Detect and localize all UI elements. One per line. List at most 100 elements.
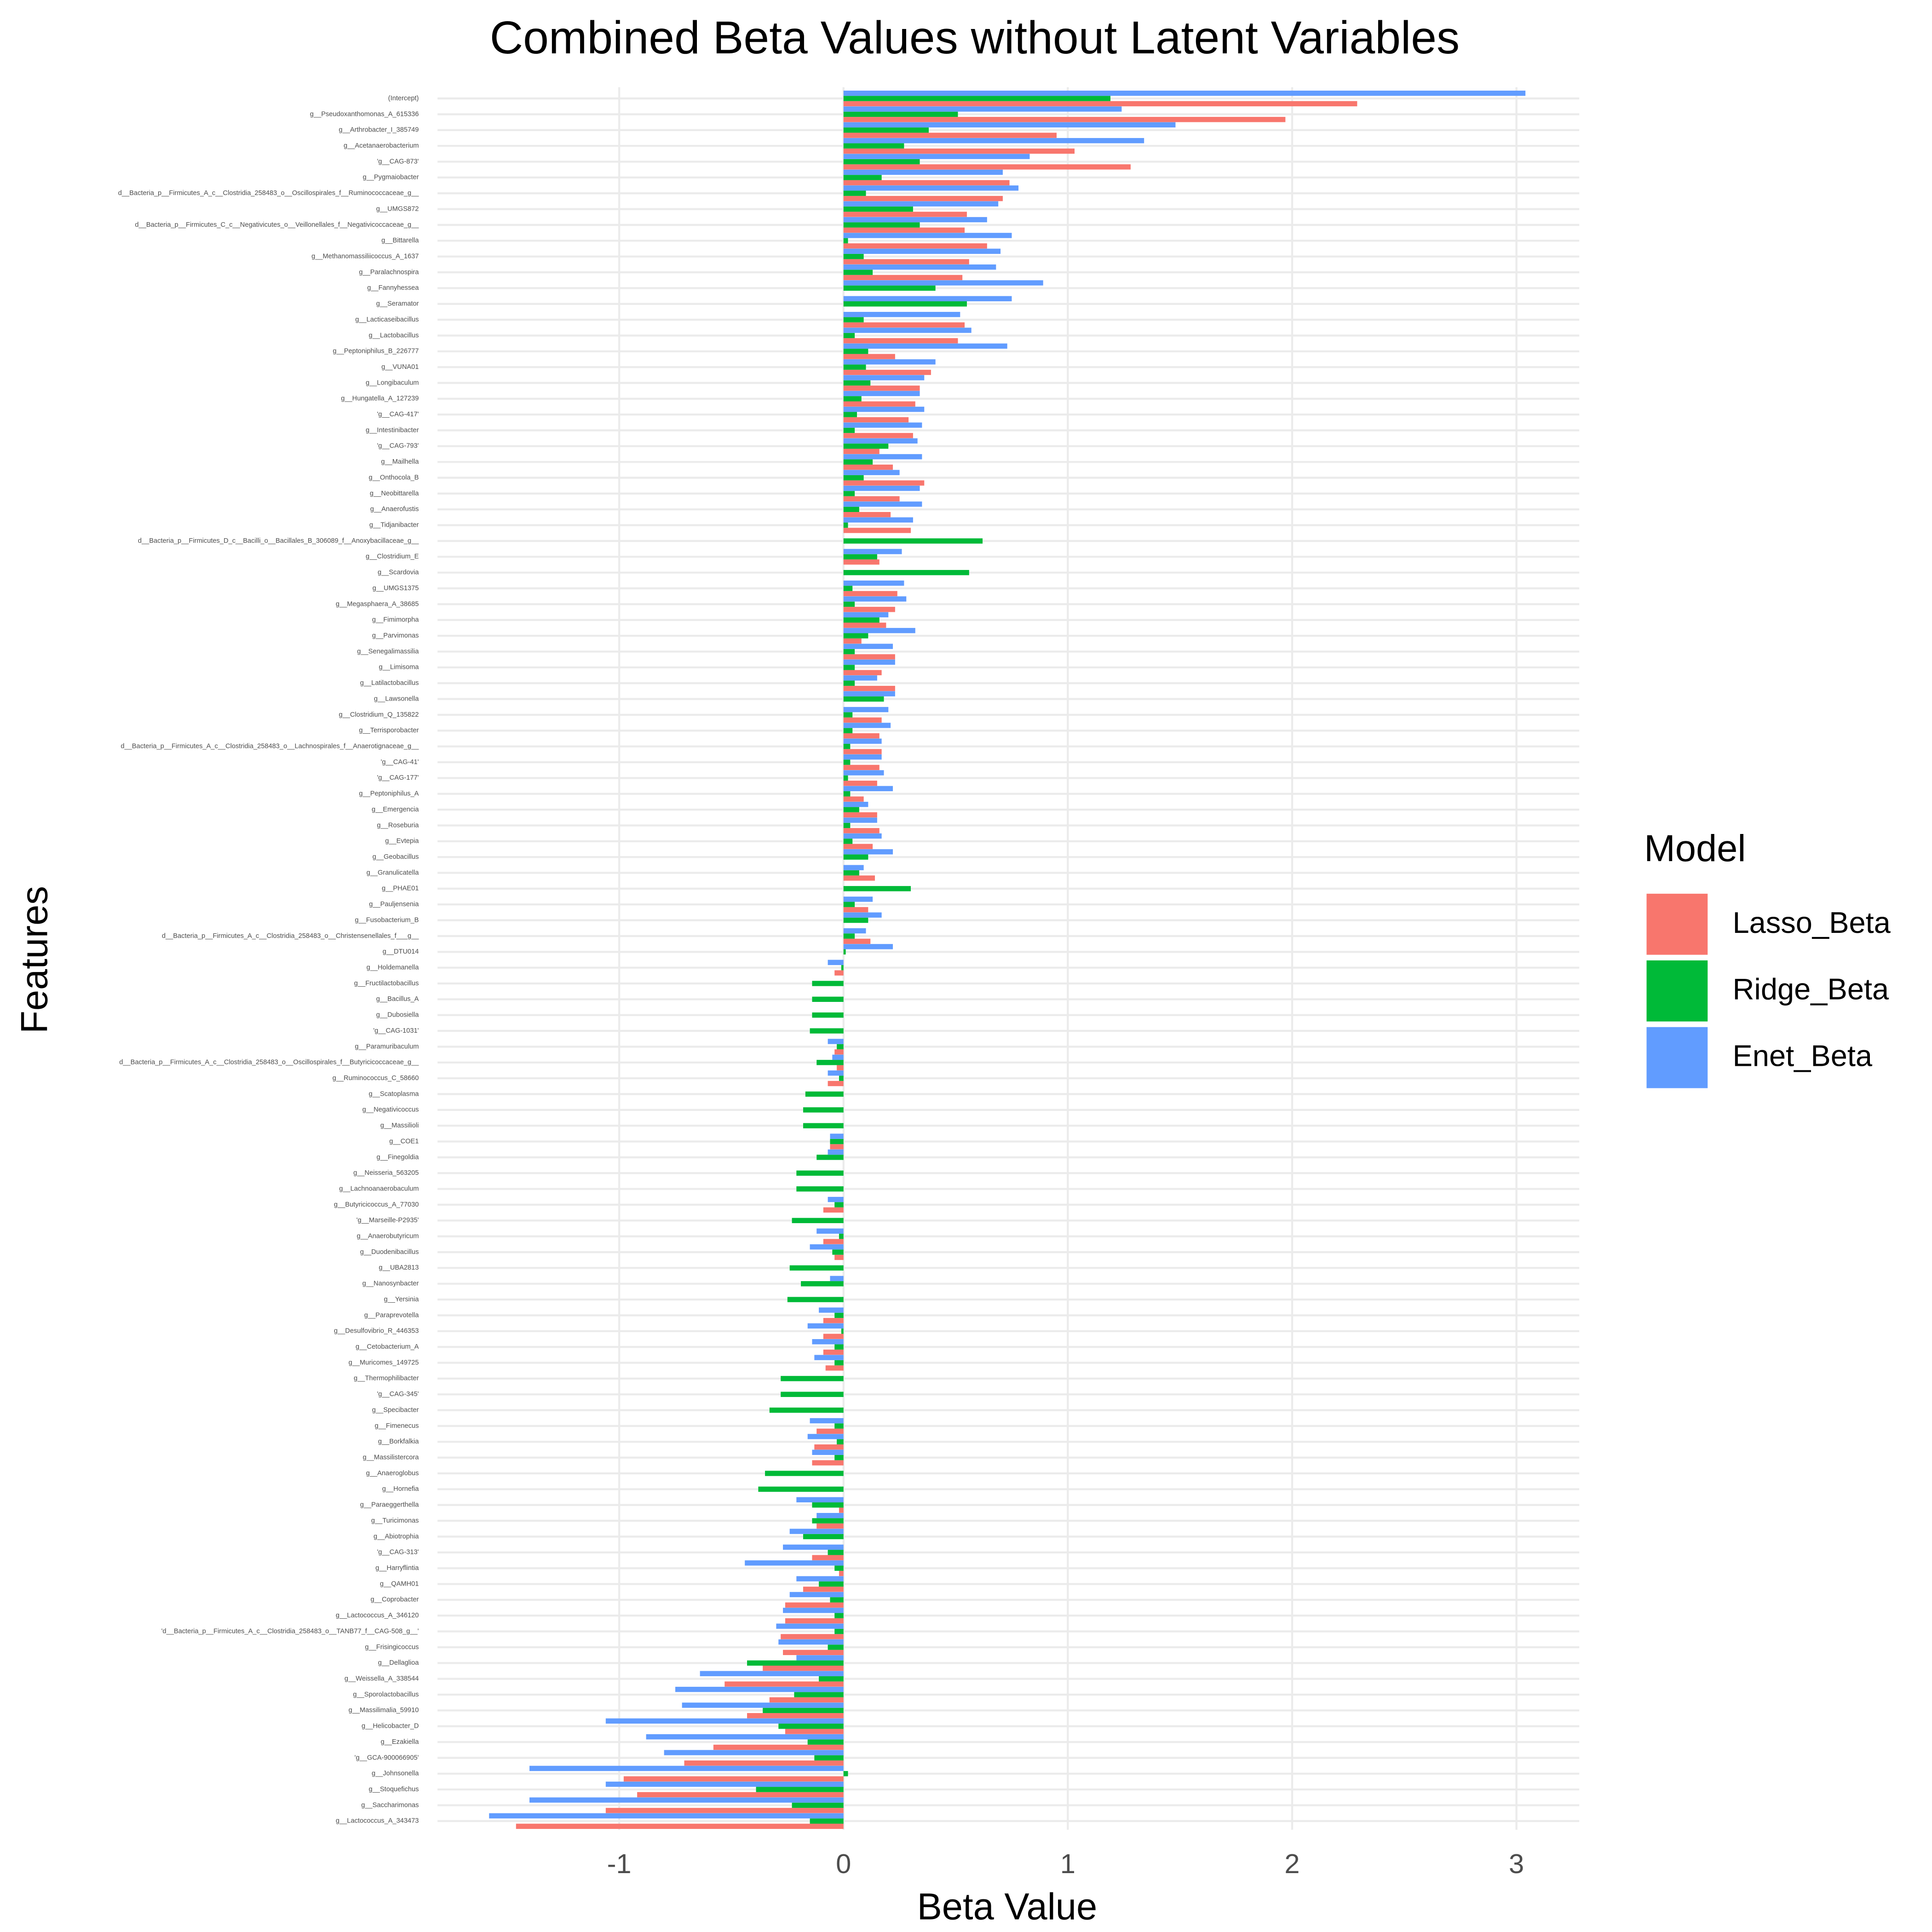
x-tick-label: 1: [1060, 1848, 1075, 1879]
y-tick-label: d__Bacteria_p__Firmicutes_A_c__Clostridi…: [118, 190, 420, 197]
bar: [843, 264, 996, 270]
y-tick-label: g__Lactobacillus: [368, 332, 419, 339]
bar: [843, 212, 967, 217]
bar: [801, 1281, 844, 1287]
bar: [843, 143, 904, 149]
bar: [843, 349, 868, 354]
bar: [843, 338, 958, 344]
bar: [843, 933, 855, 939]
y-tick-label: d__Bacteria_p__Firmicutes_D_c__Bacilli_o…: [138, 537, 419, 545]
y-tick-label: g__Fannyhessea: [367, 284, 419, 292]
y-tick-label: g__PHAE01: [382, 885, 419, 892]
bar: [646, 1734, 844, 1740]
bar: [843, 443, 889, 449]
bar: [756, 1787, 844, 1792]
y-tick-label: g__Fusobacterium_B: [355, 916, 419, 924]
bar: [816, 1513, 844, 1518]
bar: [828, 1039, 844, 1044]
bar: [745, 1560, 844, 1566]
legend-label: Ridge_Beta: [1732, 972, 1889, 1006]
bar: [814, 1355, 844, 1360]
y-tick-label: g__Sporolactobacillus: [353, 1691, 419, 1698]
y-tick-label: g__COE1: [389, 1138, 419, 1145]
y-tick-label: g__Arthrobacter_I_385749: [339, 126, 419, 134]
bar: [834, 1423, 844, 1429]
bar: [843, 491, 855, 496]
y-tick-label: g__Clostridium_Q_135822: [339, 711, 419, 719]
bar: [843, 670, 882, 675]
y-tick-label: 'g__Marseille-P2935': [356, 1217, 419, 1224]
bar: [843, 512, 891, 518]
bar: [796, 1655, 844, 1661]
bar: [843, 417, 909, 423]
bar: [843, 396, 862, 402]
legend-key: [1646, 960, 1708, 1022]
y-tick-label: g__Megasphaera_A_38685: [336, 600, 419, 608]
bar: [843, 728, 853, 733]
bar: [834, 1628, 844, 1634]
y-tick-label: g__Geobacillus: [373, 853, 419, 861]
bar: [843, 791, 851, 797]
bar: [785, 1602, 844, 1608]
y-tick-label: g__Mailhella: [381, 458, 419, 466]
bar: [843, 685, 895, 691]
bar: [843, 364, 866, 370]
y-tick-label: g__Thermophilibacter: [354, 1375, 419, 1382]
bar: [834, 1344, 844, 1350]
y-tick-label: d__Bacteria_p__Firmicutes_C_c__Negativic…: [135, 221, 419, 229]
bar: [843, 369, 931, 375]
bar: [843, 833, 882, 839]
bar: [843, 902, 855, 907]
bar: [843, 696, 884, 702]
bar: [843, 280, 1043, 286]
bar: [843, 822, 851, 828]
y-tick-label: 'g__CAG-177': [377, 774, 419, 782]
bar: [843, 175, 882, 180]
bar: [843, 196, 1003, 201]
y-tick-label: g__Emergencia: [372, 806, 419, 813]
bar: [843, 743, 851, 749]
y-axis-title: Features: [14, 886, 56, 1034]
bar: [843, 438, 918, 444]
bar: [785, 1618, 844, 1624]
bar: [843, 754, 882, 760]
y-tick-label: g__Intestinibacter: [366, 426, 419, 434]
bar: [623, 1776, 844, 1782]
y-tick-label: 'g__CAG-1031': [373, 1027, 419, 1035]
bar: [843, 607, 895, 612]
bar: [843, 944, 893, 949]
bar: [843, 401, 915, 407]
bar: [843, 875, 875, 881]
y-tick-label: g__Massilioli: [380, 1122, 419, 1129]
y-tick-label: g__QAMH01: [380, 1580, 419, 1587]
bar: [843, 691, 895, 696]
bar: [839, 1570, 844, 1576]
bar: [828, 1149, 844, 1155]
bar: [810, 1418, 844, 1424]
y-tick-label: g__Terrisporobacter: [359, 727, 419, 734]
y-tick-label: g__Ezakiella: [381, 1738, 420, 1746]
y-tick-label: 'g__CAG-873': [377, 158, 419, 165]
bar: [830, 1138, 844, 1144]
y-tick-label: g__DTU014: [383, 948, 419, 955]
bar: [843, 227, 965, 233]
y-tick-label: g__Hungatella_A_127239: [341, 395, 419, 402]
bar: [843, 359, 936, 365]
bar: [843, 644, 893, 649]
bar: [843, 138, 1144, 144]
y-tick-label: g__Roseburia: [377, 822, 419, 829]
bar: [684, 1760, 844, 1766]
bar: [789, 1265, 844, 1271]
bar: [816, 1428, 844, 1434]
y-tick-label: g__Methanomassiliicoccus_A_1637: [311, 253, 419, 260]
y-tick-label: g__Turicimonas: [371, 1517, 419, 1524]
bar: [785, 1729, 844, 1734]
bar: [843, 633, 868, 638]
bar: [828, 1550, 844, 1555]
bar: [843, 391, 920, 397]
bar: [794, 1692, 844, 1697]
bar: [843, 522, 848, 528]
bar: [843, 427, 855, 433]
y-tick-label: 'g__CAG-313': [377, 1549, 419, 1556]
bar: [605, 1808, 844, 1813]
